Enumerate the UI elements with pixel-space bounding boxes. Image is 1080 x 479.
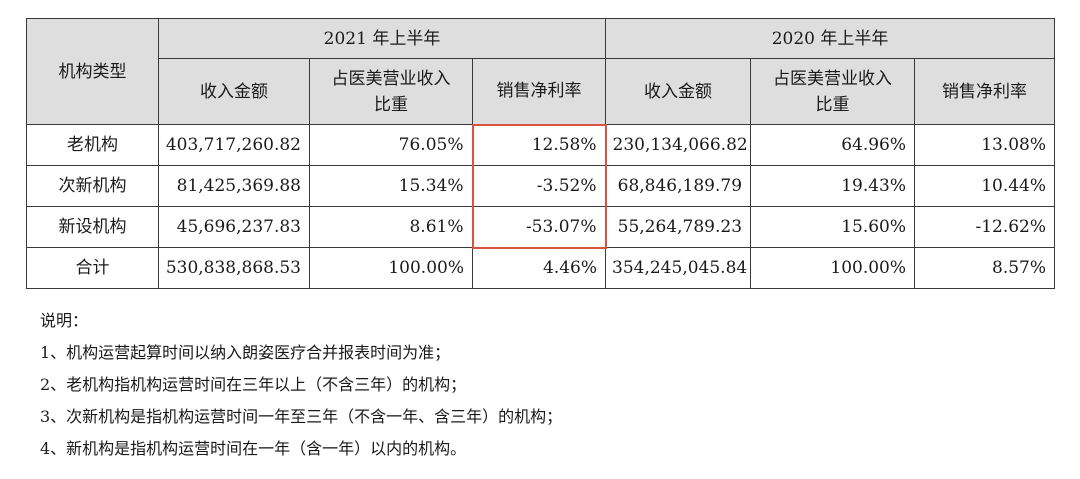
table-row: 新设机构 45,696,237.83 8.61% -53.07% 55,264,… [26, 206, 1056, 249]
header-row-periods: 机构类型 2021 年上半年 2020 年上半年 [26, 18, 1056, 125]
share-2021: 15.34% [309, 165, 473, 207]
col-header-revenue-2021: 收入金额 [158, 58, 310, 125]
note-item: 1、机构运营起算时间以纳入朗姿医疗合并报表时间为准； [40, 343, 451, 362]
table-row: 老机构 403,717,260.82 76.05% 12.58% 230,134… [26, 123, 1056, 166]
margin-2021-highlighted: -3.52% [471, 165, 607, 207]
revenue-2021: 81,425,369.88 [158, 165, 310, 207]
share-2021: 100.00% [309, 247, 473, 289]
note-item: 3、次新机构是指机构运营时间一年至三年（不含一年、含三年）的机构； [40, 407, 563, 426]
margin-2021-highlighted: -53.07% [471, 206, 607, 249]
institution-revenue-table: 机构类型 2021 年上半年 2020 年上半年 收入金额 占医美营业收入 比重 … [26, 18, 1056, 289]
share-2021: 8.61% [309, 206, 473, 248]
note-item: 4、新机构是指机构运营时间在一年（含一年）以内的机构。 [40, 439, 467, 458]
revenue-2020: 68,846,189.79 [605, 165, 752, 207]
table-row-total: 合计 530,838,868.53 100.00% 4.46% 354,245,… [26, 247, 1056, 289]
col-header-revenue-2020: 收入金额 [605, 58, 752, 125]
share-header-line1: 占医美营业收入 [331, 68, 451, 89]
margin-2020: 13.08% [914, 124, 1056, 166]
revenue-2021: 45,696,237.83 [158, 206, 310, 248]
revenue-2020: 354,245,045.84 [605, 247, 752, 289]
note-item: 2、老机构指机构运营时间在三年以上（不含三年）的机构； [40, 375, 467, 394]
row-name: 合计 [26, 247, 159, 289]
col-header-2021: 2021 年上半年 [157, 18, 607, 59]
col-header-share-2020: 占医美营业收入 比重 [750, 58, 916, 125]
col-header-type: 机构类型 [26, 18, 159, 125]
share-2020: 100.00% [750, 247, 916, 289]
col-header-margin-2021: 销售净利率 [471, 58, 607, 125]
share-2021: 76.05% [309, 124, 473, 166]
margin-2021: 4.46% [471, 247, 607, 289]
revenue-2021: 403,717,260.82 [158, 124, 310, 166]
share-2020: 64.96% [750, 124, 916, 166]
row-name: 新设机构 [26, 206, 159, 248]
revenue-2021: 530,838,868.53 [158, 247, 310, 289]
col-header-share-2021: 占医美营业收入 比重 [309, 58, 473, 125]
revenue-2020: 230,134,066.82 [605, 124, 752, 166]
row-name: 次新机构 [26, 165, 159, 207]
margin-2020: 8.57% [914, 247, 1056, 289]
share-header-line1: 占医美营业收入 [773, 68, 893, 89]
margin-2020: 10.44% [914, 165, 1056, 207]
revenue-2020: 55,264,789.23 [605, 206, 752, 248]
margin-2020: -12.62% [914, 206, 1056, 248]
notes-title: 说明： [40, 311, 89, 330]
share-header-line2: 比重 [815, 94, 850, 115]
col-header-2020: 2020 年上半年 [605, 18, 1056, 59]
row-name: 老机构 [26, 124, 159, 166]
notes-section: 说明： 1、机构运营起算时间以纳入朗姿医疗合并报表时间为准； 2、老机构指机构运… [40, 305, 562, 465]
header-row-metrics: 收入金额 占医美营业收入 比重 销售净利率 收入金额 占医美营业收入 比重 销售净利… [27, 58, 1056, 125]
share-header-line2: 比重 [374, 94, 408, 115]
table-row: 次新机构 81,425,369.88 15.34% -3.52% 68,846,… [26, 165, 1056, 207]
col-header-margin-2020: 销售净利率 [914, 58, 1056, 125]
share-2020: 15.60% [750, 206, 916, 248]
margin-2021-highlighted: 12.58% [471, 123, 607, 166]
share-2020: 19.43% [750, 165, 916, 207]
